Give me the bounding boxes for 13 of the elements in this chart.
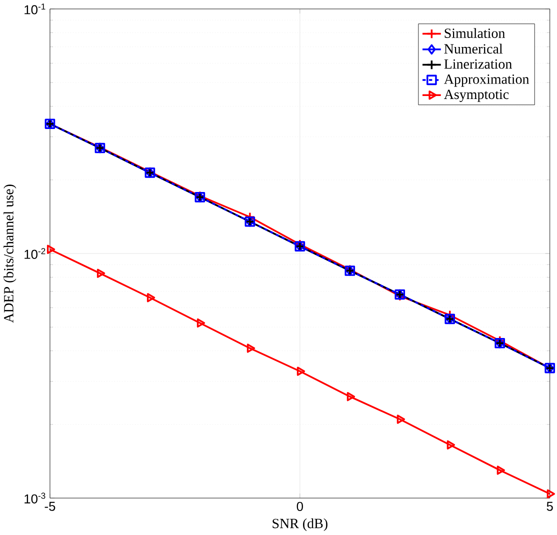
legend-label: Asymptotic: [444, 90, 509, 102]
y-tick-label: 10$^{-2}$: [24, 248, 46, 260]
y-tick-label: 10$^{-1}$: [24, 4, 46, 14]
legend-label: Simulation: [444, 28, 505, 38]
legend-label: Linerization: [444, 60, 512, 69]
x-axis-title: SNR (dB): [272, 518, 328, 532]
x-tick-label: -5: [44, 502, 56, 512]
legend-label: Numerical: [444, 44, 503, 54]
y-axis-title: ADEP (bits/channel use): [4, 184, 16, 324]
x-tick-label: 0: [296, 502, 303, 512]
y-tick-label: 10$^{-3}$: [24, 492, 46, 504]
legend-label: Approximation: [444, 74, 530, 87]
x-tick-label: 5: [546, 502, 553, 512]
